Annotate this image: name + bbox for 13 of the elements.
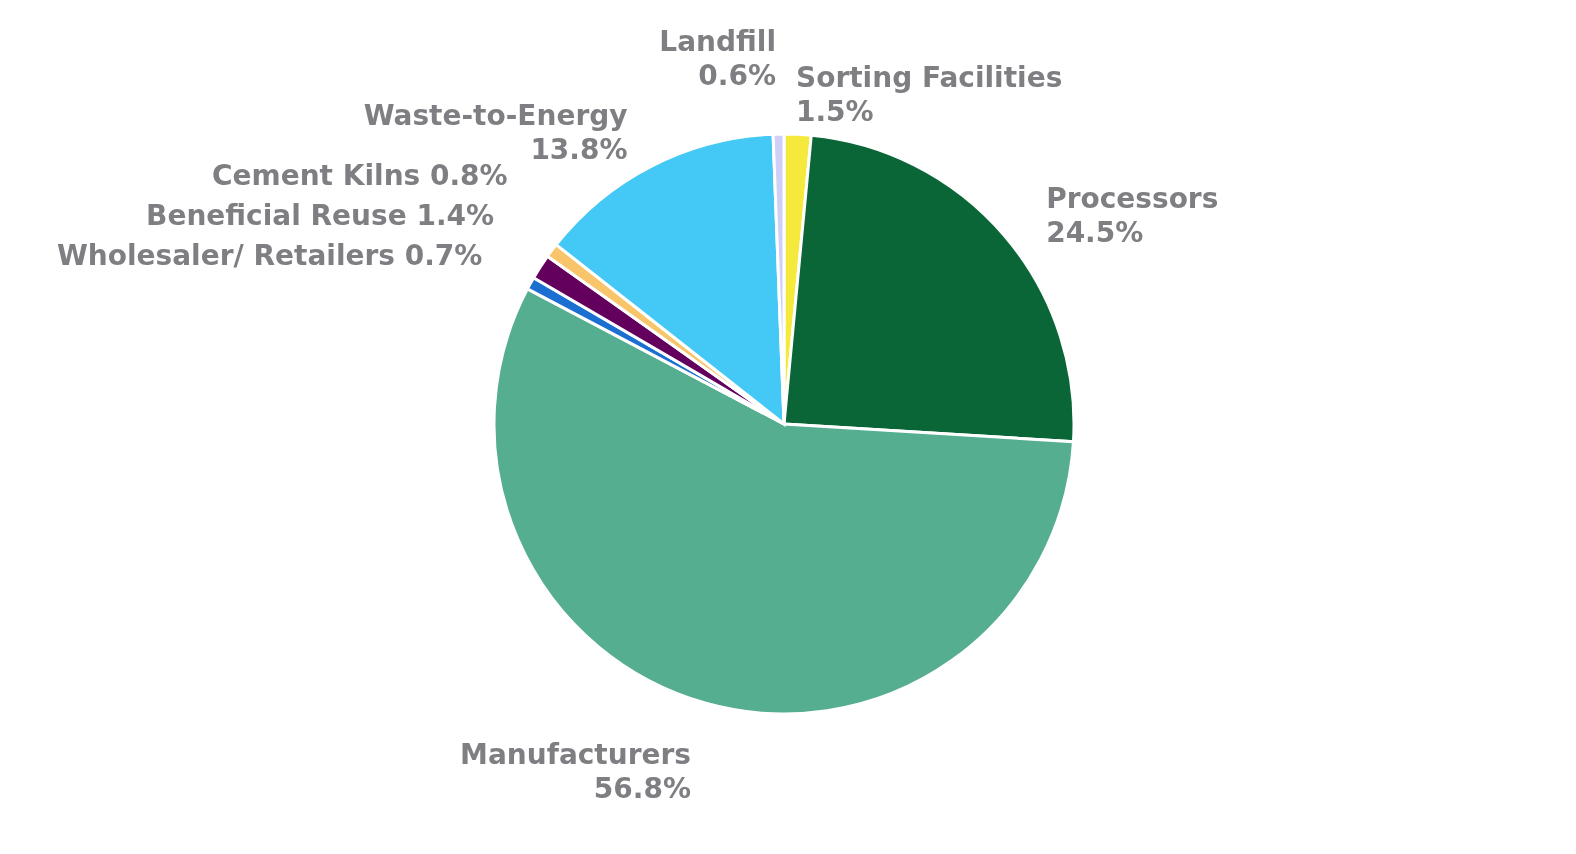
data-label: 24.5% bbox=[1046, 215, 1144, 249]
slice-label: Wholesaler/ Retailers 0.7% bbox=[56, 238, 483, 272]
slice-label: Sorting Facilities bbox=[796, 61, 1063, 95]
slice-label: Waste-to-Energy bbox=[363, 98, 628, 132]
slice-label: Landfill bbox=[659, 24, 776, 58]
slice-label: Manufacturers bbox=[460, 738, 691, 772]
slice-label: Processors bbox=[1046, 181, 1219, 215]
data-label: 56.8% bbox=[593, 772, 691, 806]
data-label: 1.5% bbox=[796, 95, 874, 129]
data-label: 0.6% bbox=[698, 58, 776, 92]
slice-label: Beneficial Reuse 1.4% bbox=[146, 198, 495, 232]
slice-label: Cement Kilns 0.8% bbox=[211, 158, 508, 192]
data-label: 13.8% bbox=[530, 132, 628, 166]
